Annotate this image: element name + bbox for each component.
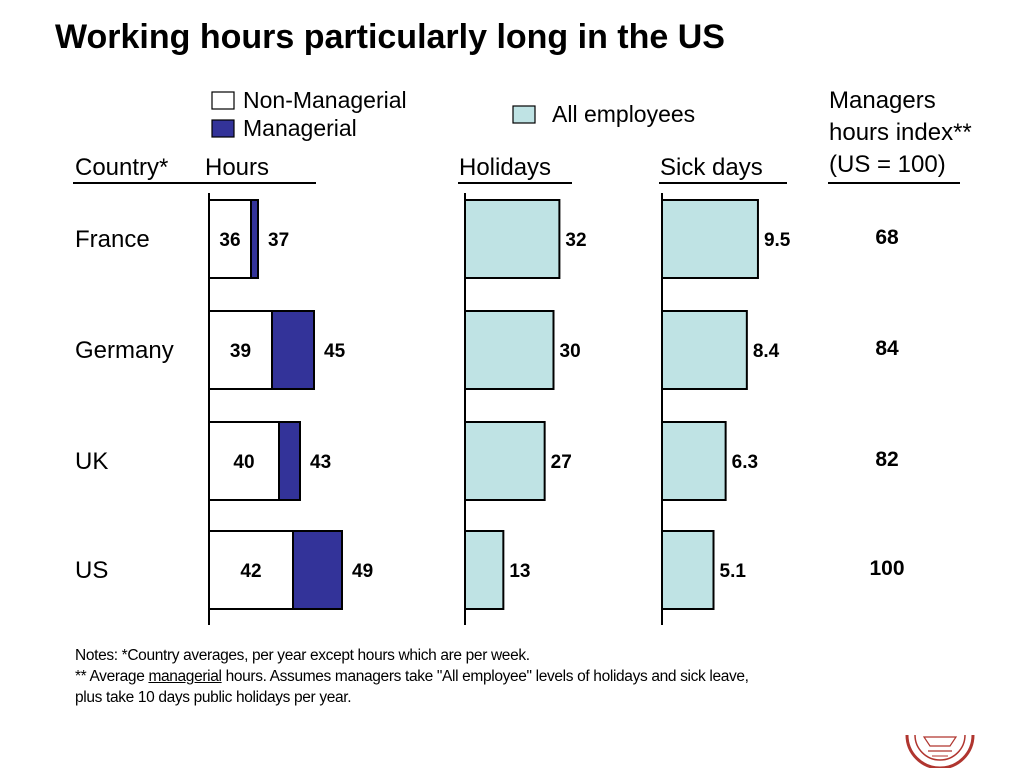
legend-label-all-employees: All employees [552, 101, 695, 127]
category-label-us: US [75, 557, 108, 584]
value-index-france: 68 [875, 226, 899, 249]
value-sick-days-uk: 6.3 [732, 452, 758, 473]
bar-sick-days-us [661, 530, 715, 610]
notes-line-2-post: hours. Assumes managers take "All employ… [221, 668, 749, 685]
header-sick-days: Sick days [660, 154, 763, 181]
notes: Notes: *Country averages, per year excep… [75, 645, 995, 708]
value-holidays-germany: 30 [560, 341, 581, 362]
bar-holidays-uk [464, 421, 546, 501]
bar-holidays-germany [464, 310, 555, 390]
value-holidays-france: 32 [565, 230, 586, 251]
bar-sick-days-uk [661, 421, 727, 501]
category-label-uk: UK [75, 448, 108, 475]
bar-non-managerial-us [208, 530, 294, 610]
notes-line-2-pre: ** Average [75, 668, 149, 685]
value-holidays-us: 13 [509, 561, 530, 582]
legend-label-managerial: Managerial [243, 115, 357, 141]
university-seal-icon [905, 734, 975, 768]
category-label-germany: Germany [75, 337, 174, 364]
header-index-line3: (US = 100) [829, 151, 946, 178]
value-managerial-france: 37 [268, 230, 289, 251]
value-holidays-uk: 27 [551, 452, 572, 473]
legend-swatch-all-employees [512, 105, 536, 124]
value-index-uk: 82 [875, 448, 898, 471]
bar-holidays-us [464, 530, 505, 610]
value-index-germany: 84 [875, 337, 899, 360]
notes-line-1: Notes: *Country averages, per year excep… [75, 647, 530, 664]
value-sick-days-germany: 8.4 [753, 341, 780, 362]
value-index-us: 100 [869, 557, 904, 580]
value-non-managerial-germany: 39 [230, 341, 251, 362]
value-managerial-us: 49 [352, 561, 373, 582]
bar-sick-days-france [661, 199, 759, 279]
header-holidays: Holidays [459, 154, 551, 181]
value-non-managerial-france: 36 [219, 230, 240, 251]
slide-title: Working hours particularly long in the U… [55, 18, 725, 56]
value-sick-days-france: 9.5 [764, 230, 791, 251]
notes-line-3: plus take 10 days public holidays per ye… [75, 689, 352, 706]
legend-label-non-managerial: Non-Managerial [243, 87, 407, 113]
header-hours: Hours [205, 154, 269, 181]
header-index-line2: hours index** [829, 119, 972, 146]
value-sick-days-us: 5.1 [720, 561, 747, 582]
value-managerial-germany: 45 [324, 341, 346, 362]
bar-non-managerial-uk [208, 421, 280, 501]
value-non-managerial-uk: 40 [233, 452, 254, 473]
header-index-line1: Managers [829, 87, 936, 114]
bar-non-managerial-france [208, 199, 252, 279]
legend-swatch-non-managerial [211, 91, 235, 110]
bar-sick-days-germany [661, 310, 748, 390]
header-country: Country* [75, 154, 168, 181]
legend-swatch-managerial [211, 119, 235, 138]
notes-line-2-underlined: managerial [148, 668, 222, 685]
value-non-managerial-us: 42 [240, 561, 261, 582]
category-label-france: France [75, 226, 150, 253]
value-managerial-uk: 43 [310, 452, 331, 473]
bar-holidays-france [464, 199, 561, 279]
chart: Non-Managerial Managerial All employees … [73, 87, 972, 625]
bar-non-managerial-germany [208, 310, 273, 390]
chart-marks: France 36 37 32 9.5 68 Germany 39 45 30 8.4 84 UK 40 4… [75, 199, 905, 610]
notes-line-2: ** Average managerial hours. Assumes man… [75, 666, 995, 687]
